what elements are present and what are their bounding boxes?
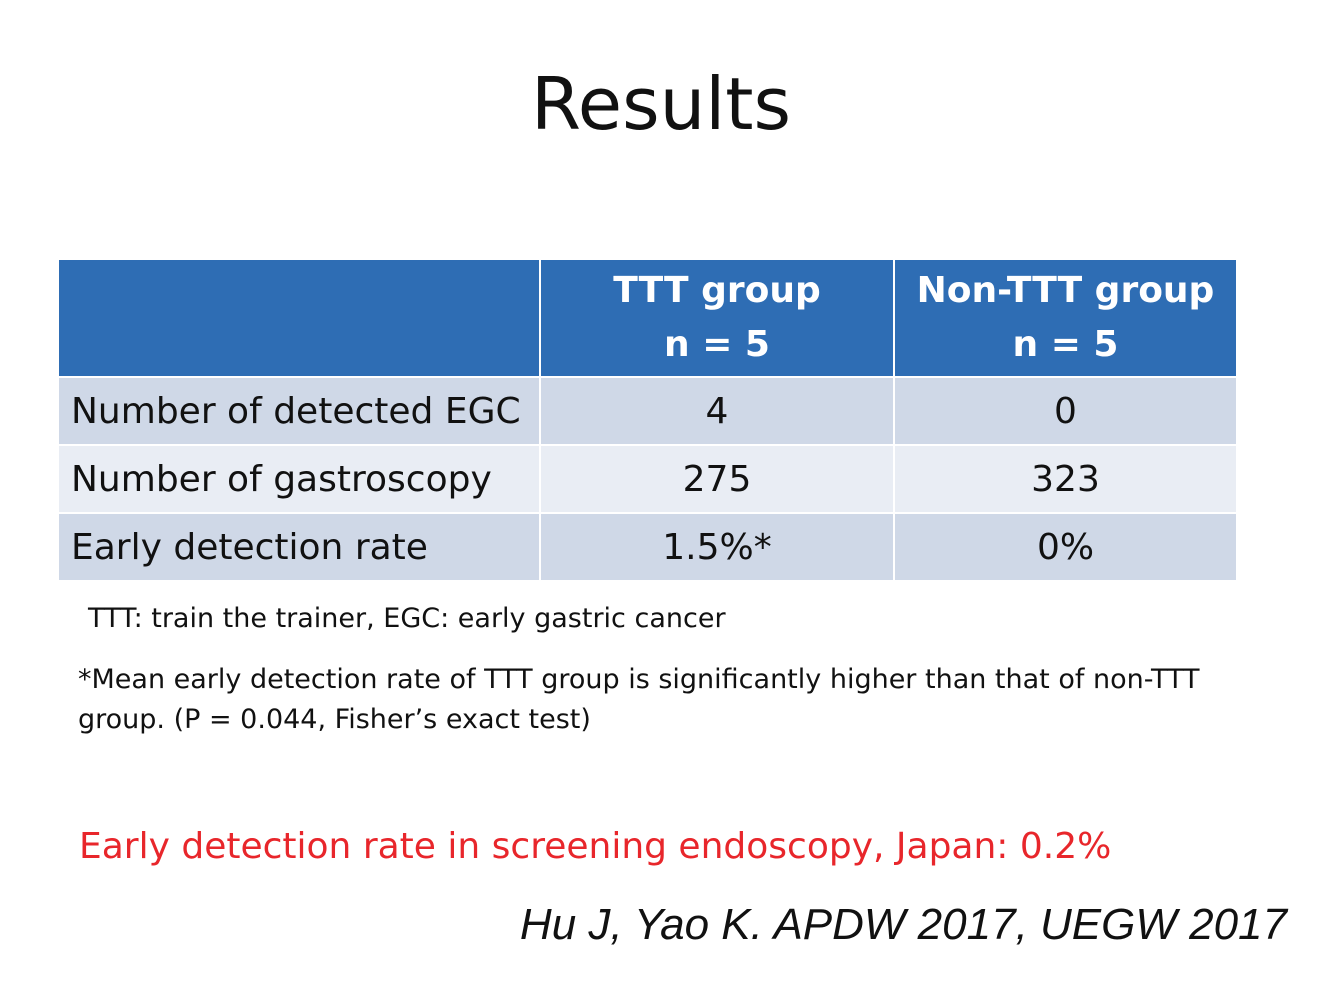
- cell: 323: [893, 444, 1238, 514]
- row: Early detection rate 1.5%* 0%: [57, 512, 1238, 582]
- cell: 275: [539, 444, 895, 514]
- header-cell: TTT group n = 5: [539, 258, 895, 378]
- header-cell: Non-TTT group n = 5: [893, 258, 1238, 378]
- highlight: Early detection rate in screening endosc…: [79, 826, 1112, 867]
- abbreviations: TTT: train the trainer, EGC: early gastr…: [88, 603, 726, 634]
- cell: Number of detected EGC: [57, 376, 541, 446]
- header-text: TTT group: [613, 270, 821, 311]
- header-text: n = 5: [1012, 324, 1119, 365]
- cell: Number of gastroscopy: [57, 444, 541, 514]
- citation: Hu J, Yao K. APDW 2017, UEGW 2017: [519, 900, 1287, 949]
- results-table: TTT group n = 5 Non-TTT group n = 5 Number…: [57, 258, 1238, 582]
- header-cell: [57, 258, 541, 378]
- row: Number of gastroscopy 275 323: [57, 444, 1238, 514]
- title: Results: [531, 62, 791, 146]
- header-row: TTT group n = 5 Non-TTT group n = 5: [57, 258, 1238, 378]
- header-text: Non-TTT group: [916, 270, 1215, 311]
- cell: 1.5%*: [539, 512, 895, 582]
- cell: 0: [893, 376, 1238, 446]
- row: Number of detected EGC 4 0: [57, 376, 1238, 446]
- cell: 4: [539, 376, 895, 446]
- header-text: n = 5: [664, 324, 770, 365]
- cell: Early detection rate: [57, 512, 541, 582]
- cell: 0%: [893, 512, 1238, 582]
- footnote: *Mean early detection rate of TTT group …: [78, 664, 1200, 735]
